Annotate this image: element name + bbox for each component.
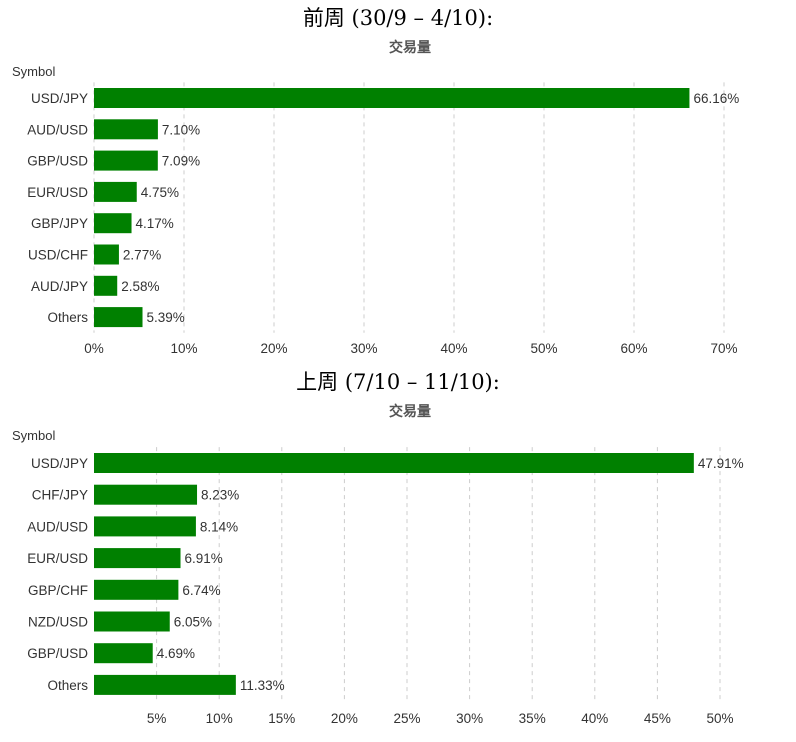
- x-tick-label: 50%: [530, 341, 557, 356]
- x-tick-label: 35%: [519, 711, 546, 726]
- value-label: 8.14%: [200, 519, 238, 534]
- x-tick-label: 45%: [644, 711, 671, 726]
- x-tick-label: 20%: [331, 711, 358, 726]
- x-tick-label: 10%: [206, 711, 233, 726]
- category-label: Others: [47, 678, 88, 693]
- x-tick-label: 70%: [710, 341, 737, 356]
- category-label: CHF/JPY: [32, 488, 88, 503]
- x-tick-label: 10%: [170, 341, 197, 356]
- value-label: 4.69%: [157, 646, 195, 661]
- category-label: EUR/USD: [27, 551, 88, 566]
- category-label: GBP/CHF: [28, 583, 88, 598]
- bar: [94, 611, 170, 632]
- category-label: AUD/JPY: [31, 279, 88, 294]
- bar: [94, 643, 153, 664]
- x-tick-label: 15%: [268, 711, 295, 726]
- chart-title: 交易量: [389, 403, 431, 420]
- category-label: GBP/JPY: [31, 216, 88, 231]
- value-label: 7.09%: [162, 154, 200, 169]
- bar: [94, 88, 690, 108]
- bar: [94, 484, 198, 505]
- bar: [94, 674, 236, 695]
- value-label: 4.75%: [141, 185, 179, 200]
- value-label: 2.77%: [123, 248, 161, 263]
- value-label: 47.91%: [698, 456, 744, 471]
- x-tick-label: 50%: [706, 711, 733, 726]
- bar: [94, 516, 196, 537]
- value-label: 66.16%: [693, 91, 739, 106]
- category-label: USD/JPY: [31, 456, 88, 471]
- x-tick-label: 25%: [393, 711, 420, 726]
- value-label: 11.33%: [240, 678, 285, 693]
- category-label: GBP/USD: [27, 154, 88, 169]
- value-label: 6.05%: [174, 615, 212, 630]
- bar: [94, 307, 143, 328]
- value-label: 2.58%: [121, 279, 159, 294]
- value-label: 6.74%: [182, 583, 220, 598]
- bar: [94, 244, 119, 265]
- bar: [94, 548, 181, 569]
- category-label: GBP/USD: [27, 646, 88, 661]
- section-title-previous-week: 前周 (30/9 – 4/10):: [302, 6, 494, 30]
- x-tick-label: 40%: [440, 341, 467, 356]
- bar: [94, 181, 137, 202]
- x-tick-label: 0%: [84, 341, 104, 356]
- bar: [94, 150, 158, 171]
- volume-chart-last-week: 交易量 Symbol 5% 10% 15% 20% 25% 30% 35% 40% 45% 50% US…: [12, 403, 744, 726]
- y-axis-title: Symbol: [12, 64, 55, 79]
- bar: [94, 213, 132, 234]
- volume-chart-previous-week: 交易量 Symbol 0% 10% 20% 30% 40% 50% 60% 70% USD/JPY 6…: [12, 39, 739, 356]
- category-label: EUR/USD: [27, 185, 88, 200]
- category-label: Others: [47, 310, 88, 325]
- value-label: 7.10%: [162, 122, 200, 137]
- value-label: 8.23%: [201, 488, 239, 503]
- value-label: 5.39%: [147, 310, 185, 325]
- value-label: 4.17%: [136, 216, 174, 231]
- x-tick-label: 60%: [620, 341, 647, 356]
- bar: [94, 119, 158, 140]
- chart-title: 交易量: [389, 39, 431, 56]
- category-label: AUD/USD: [27, 519, 88, 534]
- x-tick-label: 20%: [260, 341, 287, 356]
- x-tick-label: 30%: [456, 711, 483, 726]
- section-title-last-week: 上周 (7/10 – 11/10):: [296, 370, 500, 394]
- y-axis-title: Symbol: [12, 428, 55, 443]
- category-label: NZD/USD: [28, 615, 88, 630]
- x-tick-label: 40%: [581, 711, 608, 726]
- bar: [94, 453, 694, 473]
- x-tick-label: 5%: [147, 711, 167, 726]
- x-tick-label: 30%: [350, 341, 377, 356]
- value-label: 6.91%: [185, 551, 223, 566]
- category-label: AUD/USD: [27, 122, 88, 137]
- category-label: USD/JPY: [31, 91, 88, 106]
- bar: [94, 275, 118, 296]
- bar: [94, 579, 179, 600]
- category-label: USD/CHF: [28, 248, 88, 263]
